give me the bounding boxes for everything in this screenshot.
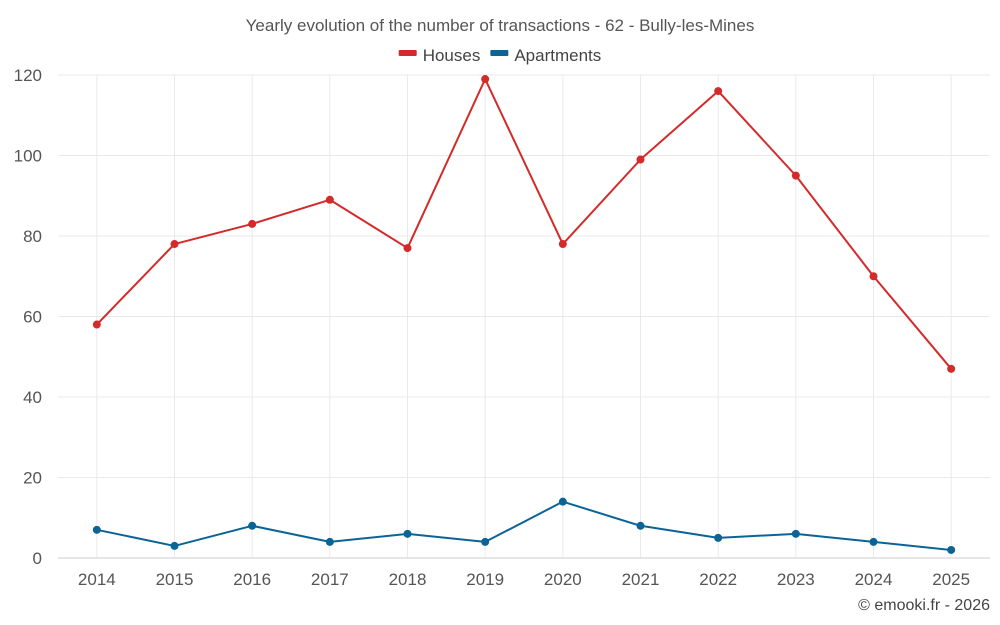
y-tick-label: 100 bbox=[14, 147, 42, 166]
x-tick-label: 2025 bbox=[932, 570, 970, 589]
data-point[interactable] bbox=[92, 525, 101, 534]
data-point[interactable] bbox=[636, 155, 645, 164]
y-tick-label: 60 bbox=[23, 308, 42, 327]
data-point[interactable] bbox=[714, 533, 723, 542]
series-houses[interactable] bbox=[92, 75, 956, 373]
legend-item-apartments[interactable]: Apartments bbox=[490, 46, 601, 65]
x-tick-label: 2015 bbox=[156, 570, 194, 589]
data-point[interactable] bbox=[791, 529, 800, 538]
legend[interactable]: Houses Apartments bbox=[398, 46, 602, 65]
plot-area bbox=[92, 75, 956, 554]
data-point[interactable] bbox=[947, 364, 956, 373]
y-tick-label: 20 bbox=[23, 469, 42, 488]
data-point[interactable] bbox=[636, 521, 645, 530]
x-axis: 2014 2015 2016 2017 2018 2019 2020 2021 2022 2023… bbox=[78, 570, 970, 589]
data-point[interactable] bbox=[558, 497, 567, 506]
x-tick-label: 2023 bbox=[777, 570, 815, 589]
legend-item-houses[interactable]: Houses bbox=[398, 46, 481, 65]
y-tick-label: 0 bbox=[33, 549, 42, 568]
x-tick-label: 2014 bbox=[78, 570, 116, 589]
y-tick-label: 40 bbox=[23, 388, 42, 407]
data-point[interactable] bbox=[558, 240, 567, 249]
data-point[interactable] bbox=[170, 541, 179, 550]
data-point[interactable] bbox=[791, 171, 800, 180]
x-tick-label: 2017 bbox=[311, 570, 349, 589]
data-point[interactable] bbox=[325, 195, 334, 204]
data-point[interactable] bbox=[481, 537, 490, 546]
series-line bbox=[96, 78, 952, 370]
data-point[interactable] bbox=[403, 529, 412, 538]
legend-label: Houses bbox=[423, 46, 481, 65]
data-point[interactable] bbox=[325, 537, 334, 546]
legend-swatch bbox=[398, 50, 417, 56]
data-point[interactable] bbox=[869, 272, 878, 281]
y-axis: 0 20 40 60 80 100 120 bbox=[14, 66, 42, 568]
y-tick-label: 80 bbox=[23, 227, 42, 246]
data-point[interactable] bbox=[869, 537, 878, 546]
grid bbox=[58, 74, 990, 559]
x-tick-label: 2024 bbox=[855, 570, 893, 589]
x-tick-label: 2019 bbox=[466, 570, 504, 589]
y-tick-label: 120 bbox=[14, 66, 42, 85]
x-tick-label: 2022 bbox=[699, 570, 737, 589]
data-point[interactable] bbox=[248, 219, 257, 228]
data-point[interactable] bbox=[714, 87, 723, 96]
series-apartments[interactable] bbox=[92, 497, 956, 554]
chart-title: Yearly evolution of the number of transa… bbox=[246, 16, 755, 35]
data-point[interactable] bbox=[403, 244, 412, 253]
data-point[interactable] bbox=[248, 521, 257, 530]
legend-label: Apartments bbox=[514, 46, 601, 65]
legend-swatch bbox=[490, 50, 509, 56]
data-point[interactable] bbox=[481, 75, 490, 84]
x-tick-label: 2016 bbox=[233, 570, 271, 589]
credit-text: © emooki.fr - 2026 bbox=[858, 597, 990, 614]
series-line bbox=[96, 500, 952, 551]
data-point[interactable] bbox=[170, 240, 179, 249]
x-tick-label: 2020 bbox=[544, 570, 582, 589]
x-tick-label: 2021 bbox=[622, 570, 660, 589]
data-point[interactable] bbox=[947, 545, 956, 554]
data-point[interactable] bbox=[92, 320, 101, 329]
x-tick-label: 2018 bbox=[389, 570, 427, 589]
